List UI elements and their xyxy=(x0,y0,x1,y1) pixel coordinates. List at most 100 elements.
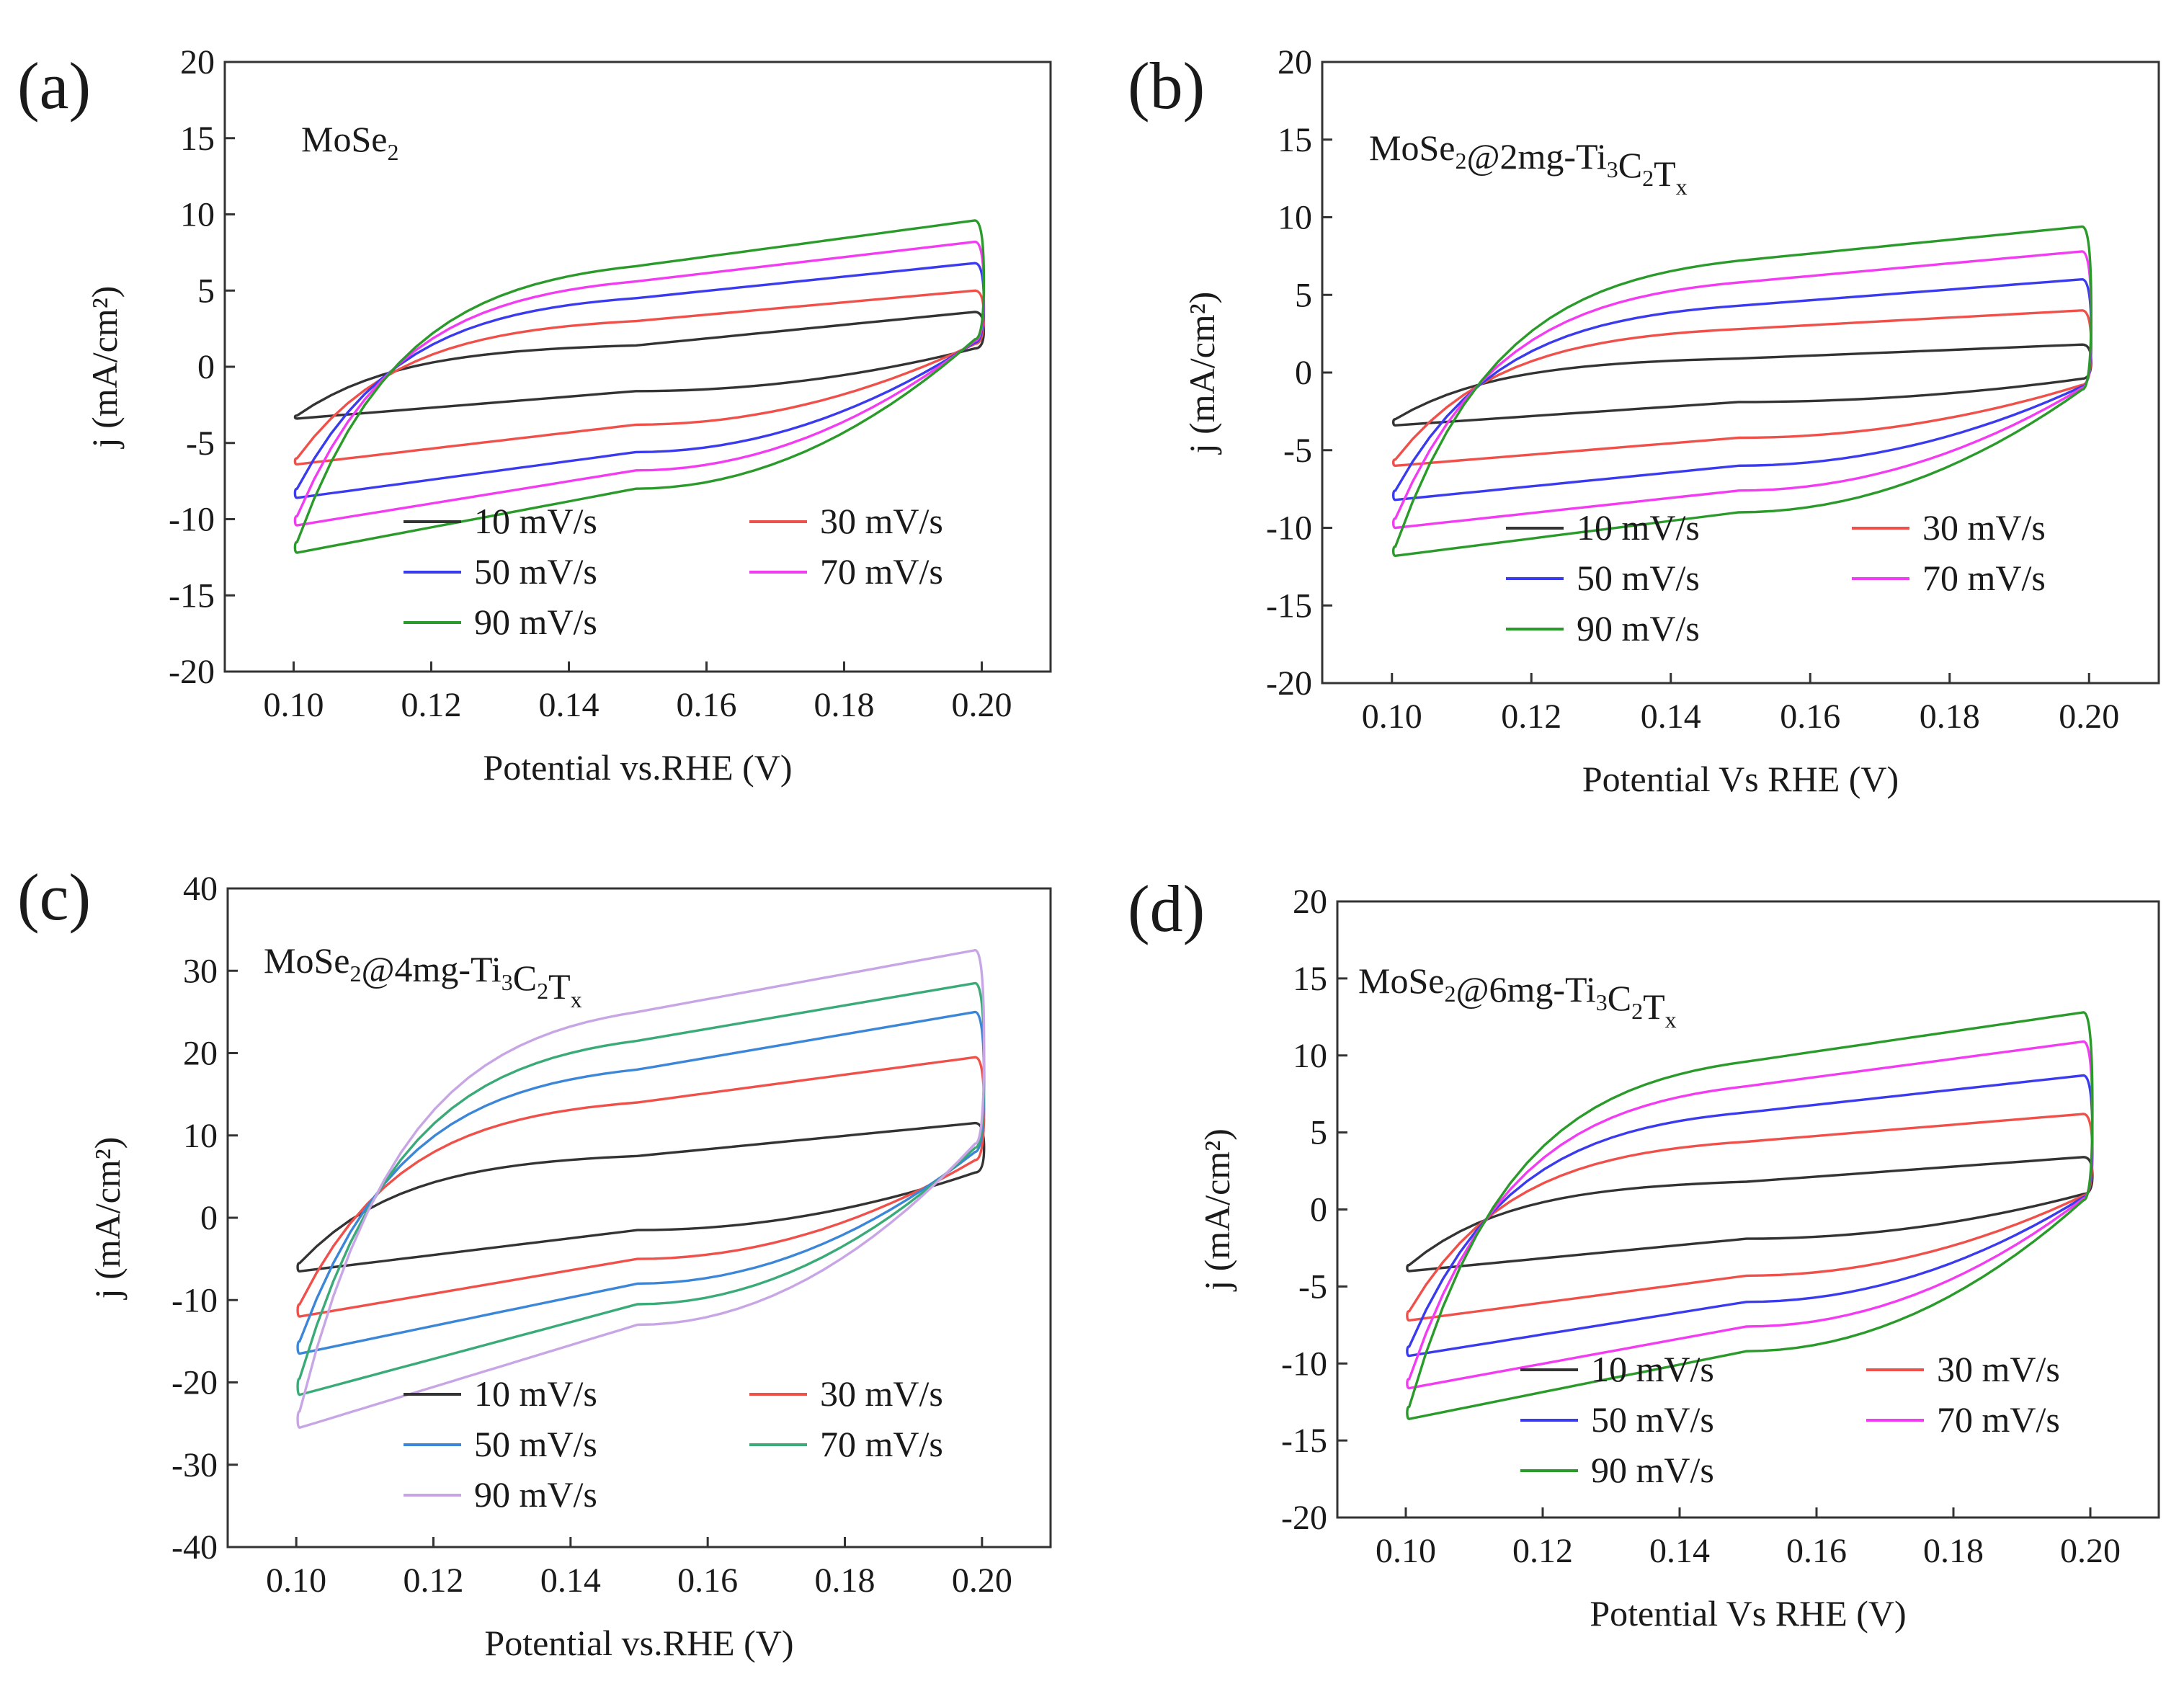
x-tick-label: 0.10 xyxy=(1376,1532,1436,1570)
y-tick-label: -5 xyxy=(186,424,215,463)
x-tick-label: 0.20 xyxy=(2060,1532,2121,1570)
y-tick-label: 10 xyxy=(180,196,215,234)
x-tick-label: 0.20 xyxy=(952,686,1012,724)
legend-label: 10 mV/s xyxy=(474,1373,597,1414)
sample-name-subscript: x xyxy=(1676,174,1688,200)
x-tick-label: 0.14 xyxy=(539,686,600,724)
sample-name-part: T xyxy=(1654,153,1676,194)
legend-label: 90 mV/s xyxy=(1577,608,1700,649)
sample-name: MoSe2 xyxy=(301,119,398,165)
x-tick-label: 0.18 xyxy=(815,1561,875,1600)
y-tick-label: 15 xyxy=(1278,121,1312,159)
legend-label: 30 mV/s xyxy=(1922,507,2046,548)
legend: 10 mV/s 30 mV/s 50 mV/s 70 mV/s 90 mV/s xyxy=(404,501,943,642)
legend-label: 70 mV/s xyxy=(820,551,943,592)
panel-label: (a) xyxy=(17,49,91,122)
sample-name-subscript: x xyxy=(571,986,582,1012)
y-tick-label: -15 xyxy=(1266,587,1312,625)
sample-name-subscript: x xyxy=(1665,1007,1677,1033)
x-tick-label: 0.18 xyxy=(814,686,875,724)
x-tick-label: 0.16 xyxy=(1786,1532,1847,1570)
y-tick-label: -20 xyxy=(169,653,215,691)
x-tick-label: 0.12 xyxy=(401,686,462,724)
cv-loop-30mvs xyxy=(1391,309,2092,468)
cv-loop-10mvs xyxy=(1391,343,2092,427)
x-axis-label: Potential Vs RHE (V) xyxy=(1590,1593,1906,1634)
legend-label: 50 mV/s xyxy=(1591,1399,1714,1440)
x-axis-label: Potential vs.RHE (V) xyxy=(483,747,792,788)
sample-name-subscript: 2 xyxy=(1642,165,1654,191)
legend: 10 mV/s 30 mV/s 50 mV/s 70 mV/s 90 mV/s xyxy=(1506,507,2046,649)
x-tick-label: 0.14 xyxy=(1641,698,1701,736)
y-tick-label: 5 xyxy=(1310,1114,1327,1152)
legend-label: 90 mV/s xyxy=(474,1474,597,1515)
x-tick-label: 0.12 xyxy=(1512,1532,1573,1570)
y-tick-label: 20 xyxy=(183,1035,218,1073)
sample-name-part: MoSe xyxy=(1369,128,1455,168)
sample-name: MoSe2@2mg-Ti3C2Tx xyxy=(1369,128,1688,200)
sample-name-part: MoSe xyxy=(264,940,349,981)
cv-loop-10mvs xyxy=(293,311,986,420)
y-tick-label: 20 xyxy=(180,43,215,81)
sample-name-subscript: 2 xyxy=(1444,981,1456,1007)
y-tick-label: 40 xyxy=(183,870,218,908)
y-tick-label: 30 xyxy=(183,952,218,990)
x-tick-label: 0.10 xyxy=(266,1561,326,1600)
legend-label: 50 mV/s xyxy=(474,551,597,592)
sample-name-subscript: 2 xyxy=(349,961,361,986)
sample-name-subscript: 2 xyxy=(1455,148,1466,174)
y-tick-label: 10 xyxy=(1293,1037,1327,1075)
legend: 10 mV/s 30 mV/s 50 mV/s 70 mV/s 90 mV/s xyxy=(404,1373,943,1515)
legend-label: 30 mV/s xyxy=(820,1373,943,1414)
x-axis-label: Potential Vs RHE (V) xyxy=(1582,759,1899,799)
y-tick-label: -20 xyxy=(1281,1499,1327,1537)
y-tick-label: -15 xyxy=(169,576,215,615)
cv-loop-50mvs xyxy=(293,262,986,499)
x-tick-label: 0.12 xyxy=(1501,698,1561,736)
x-tick-label: 0.16 xyxy=(1780,698,1840,736)
y-tick-label: 0 xyxy=(1310,1191,1327,1229)
x-tick-label: 0.18 xyxy=(1920,698,1980,736)
legend-label: 70 mV/s xyxy=(1937,1399,2060,1440)
x-tick-label: 0.14 xyxy=(540,1561,601,1600)
cv-loop-70mvs xyxy=(296,981,986,1396)
x-tick-label: 0.10 xyxy=(1362,698,1422,736)
legend-label: 70 mV/s xyxy=(1922,558,2046,598)
sample-name-part: MoSe xyxy=(301,119,387,159)
y-axis-label: j (mA/cm²) xyxy=(1182,292,1222,455)
sample-name-part: C xyxy=(1618,145,1642,185)
sample-name-part: @4mg-Ti xyxy=(361,949,501,989)
sample-name-part: @6mg-Ti xyxy=(1456,969,1595,1010)
legend-label: 90 mV/s xyxy=(1591,1450,1714,1490)
legend-label: 10 mV/s xyxy=(474,501,597,541)
chart-panel-d: (d) -20 -15 -10 -5 0 5 10 15 20 0.10 0.12 0.14 0.16 0.… xyxy=(1128,872,2160,1634)
sample-name-part: T xyxy=(1643,986,1665,1027)
legend-label: 50 mV/s xyxy=(1577,558,1700,598)
x-tick-label: 0.10 xyxy=(264,686,324,724)
sample-name-part: T xyxy=(548,966,571,1007)
chart-panel-a: (a) -20 -15 -10 -5 0 5 10 15 20 0.10 0.12 0.14 0.16 0.… xyxy=(17,43,1052,788)
sample-name-part: C xyxy=(1608,978,1631,1018)
sample-name-subscript: 3 xyxy=(1607,156,1618,182)
sample-name-part: @2mg-Ti xyxy=(1466,136,1606,177)
y-tick-label: -30 xyxy=(171,1446,218,1484)
y-axis-label: j (mA/cm²) xyxy=(1197,1128,1237,1292)
cv-loop-90mvs xyxy=(1391,225,2092,558)
y-tick-label: 10 xyxy=(1278,199,1312,237)
y-axis-label: j (mA/cm²) xyxy=(84,286,125,450)
sample-name: MoSe2@6mg-Ti3C2Tx xyxy=(1358,961,1677,1033)
y-tick-label: 15 xyxy=(1293,960,1327,998)
y-tick-label: -20 xyxy=(1266,664,1312,703)
cv-loop-30mvs xyxy=(1406,1113,2094,1322)
cv-loop-30mvs xyxy=(293,289,986,466)
sample-name-subscript: 3 xyxy=(1596,989,1608,1015)
y-tick-label: -5 xyxy=(1298,1267,1327,1306)
sample-name-subscript: 3 xyxy=(502,969,513,995)
legend: 10 mV/s 30 mV/s 50 mV/s 70 mV/s 90 mV/s xyxy=(1520,1349,2060,1490)
y-tick-label: 5 xyxy=(1295,276,1312,314)
sample-name-part: MoSe xyxy=(1358,961,1444,1001)
cv-loop-90mvs xyxy=(293,219,986,554)
panel-label: (d) xyxy=(1128,872,1205,945)
chart-panel-b: (b) -20 -15 -10 -5 0 5 10 15 20 0.10 0.12 0.14 0.16 0.… xyxy=(1128,43,2160,799)
